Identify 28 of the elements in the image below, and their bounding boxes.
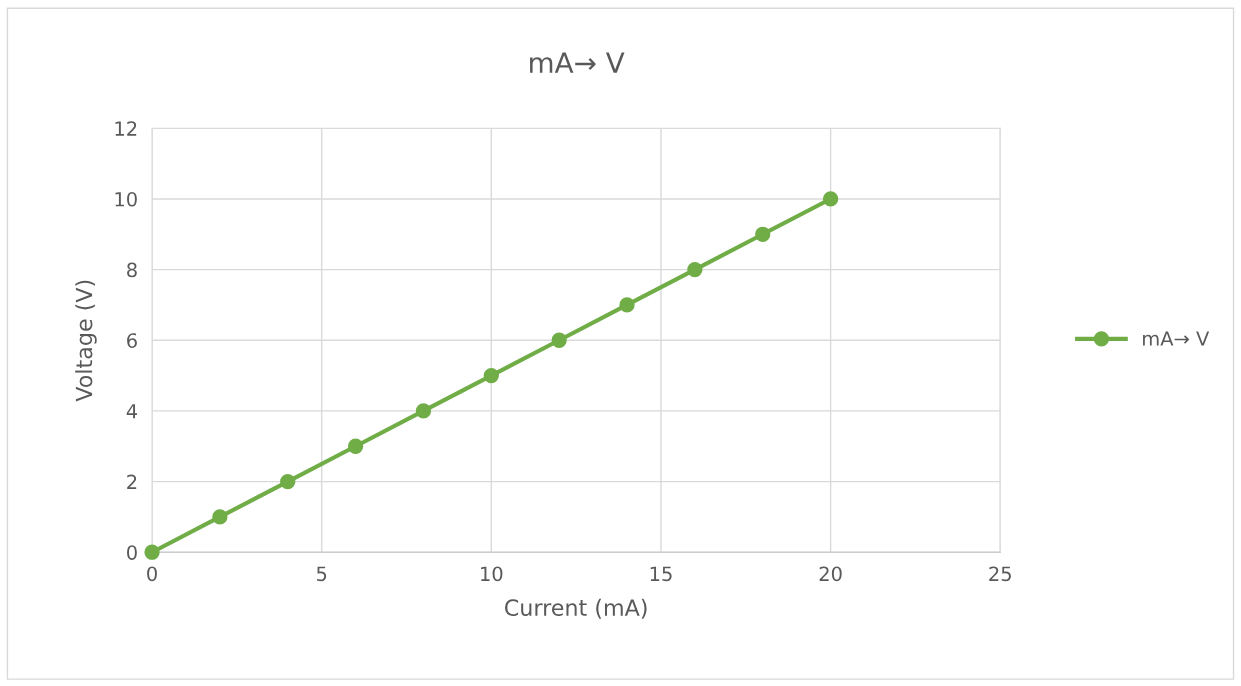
- chart-title: mA→ V: [530, 52, 625, 73]
- point: [551, 332, 567, 348]
- y-tick-label: 6: [127, 333, 137, 348]
- y-tick-label: 4: [126, 404, 138, 419]
- point: [619, 297, 635, 313]
- y-tick-label: 10: [115, 191, 137, 207]
- point: [144, 544, 160, 560]
- x-tick-label: 20: [819, 566, 842, 582]
- point: [687, 261, 703, 278]
- x-tick-label: 15: [650, 566, 672, 582]
- legend-label: mA→ V: [1143, 331, 1210, 346]
- point: [483, 367, 499, 384]
- x-tick-label: 0: [147, 566, 157, 582]
- point: [347, 438, 364, 454]
- y-tick-label: 8: [127, 262, 137, 278]
- point: [822, 191, 839, 207]
- point: [755, 226, 771, 242]
- x-tick-label: 5: [316, 566, 327, 582]
- y-tick-label: 2: [127, 474, 137, 489]
- point: [280, 473, 296, 490]
- x-axis-title: Current (mA): [505, 598, 647, 619]
- x-tick-label: 25: [989, 566, 1011, 582]
- point: [415, 403, 432, 419]
- x-tick-label: 10: [481, 566, 503, 582]
- y-axis-title: Voltage (V): [75, 280, 97, 402]
- y-tick-label: 12: [115, 121, 137, 136]
- y-tick-label: 0: [127, 545, 137, 560]
- point: [212, 509, 228, 525]
